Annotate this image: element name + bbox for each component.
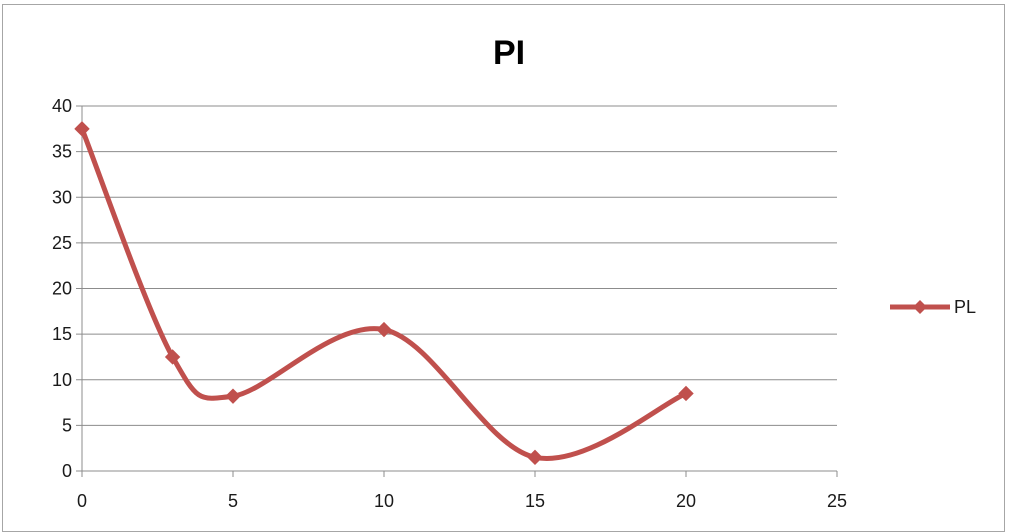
y-tick-label: 40 [52,96,72,116]
data-point-marker [527,449,543,466]
x-tick-label: 10 [374,491,394,511]
gridlines [82,105,837,426]
x-axis-ticks: 0 5 10 15 20 25 [77,471,847,511]
series-line [79,126,689,461]
y-tick-label: 25 [52,233,72,253]
data-point-marker [164,349,181,365]
y-axis-ticks: 0 5 10 15 20 25 30 35 40 [52,96,82,481]
legend-label: PL [954,297,976,317]
x-tick-label: 0 [77,491,87,511]
y-tick-label: 35 [52,142,72,162]
x-tick-label: 25 [827,491,847,511]
data-point-marker [376,321,392,338]
chart-frame [2,4,1005,532]
y-tick-label: 0 [62,461,72,481]
series-layer [74,121,694,466]
legend: PL [890,297,976,317]
x-tick-label: 15 [525,491,545,511]
x-tick-label: 20 [676,491,696,511]
data-point-marker [678,385,694,402]
legend-marker-swatch [913,300,927,314]
y-tick-label: 5 [62,415,72,435]
y-tick-label: 10 [52,370,72,390]
data-point-marker [225,388,241,404]
y-tick-label: 20 [52,279,72,299]
y-tick-label: 15 [52,324,72,344]
y-tick-label: 30 [52,187,72,207]
x-tick-label: 5 [228,491,238,511]
data-point-marker [74,121,90,137]
chart-title: PI [493,34,525,72]
